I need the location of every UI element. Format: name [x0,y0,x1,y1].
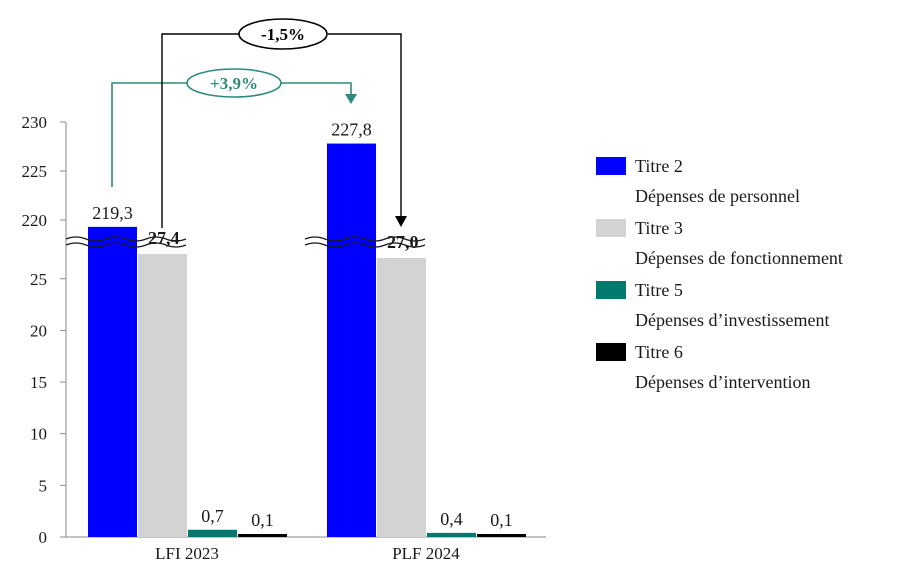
y-tick-label: 225 [22,162,48,181]
legend-swatch [596,157,626,175]
data-label: 0,1 [490,510,513,530]
legend-swatch [596,343,626,361]
x-category-label: PLF 2024 [392,544,460,563]
legend-name: Titre 2 [635,156,683,176]
data-label: 227,8 [331,120,372,140]
data-label: 27,0 [387,232,419,252]
axis-break-mark [304,236,426,242]
legend-description: Dépenses d’investissement [635,310,829,330]
change-badge-text: +3,9% [210,74,258,93]
arrowhead [395,216,407,227]
legend-description: Dépenses de personnel [635,186,800,206]
legend-swatch [596,219,626,237]
bar-titre-5 [188,529,237,537]
axis-break-mark [65,242,187,248]
change-arrow-line [281,82,352,96]
data-label: 0,4 [440,509,463,529]
data-label: 0,7 [201,506,224,526]
change-badge [238,18,328,50]
legend-name: Titre 5 [635,280,683,300]
y-tick-label: 0 [39,528,48,547]
y-tick-label: 220 [22,211,48,230]
legend-name: Titre 3 [635,218,683,238]
legend-name: Titre 6 [635,342,683,362]
legend-description: Dépenses d’intervention [635,372,810,392]
change-arrow-line [328,33,402,218]
axis-break-mark [304,242,426,248]
y-tick-label: 25 [30,270,47,289]
data-label: 219,3 [92,203,133,223]
y-tick-label: 5 [39,476,48,495]
legend-swatch [596,281,626,299]
data-label: 0,1 [251,510,274,530]
x-category-label: LFI 2023 [155,544,219,563]
bar-titre-2 [88,226,137,538]
legend-description: Dépenses de fonctionnement [635,248,843,268]
change-arrow-line [161,33,239,228]
y-tick-label: 20 [30,321,47,340]
bar-titre-3 [377,258,426,537]
bar-titre-3 [138,253,187,537]
y-tick-label: 230 [22,113,48,132]
bar-titre-2 [327,143,376,537]
axis-break-mark [65,236,187,242]
change-badge [186,68,282,98]
change-badge-text: -1,5% [261,25,305,44]
bar-titre-6 [477,534,526,537]
bar-titre-5 [427,532,476,537]
y-tick-label: 15 [30,373,47,392]
arrowhead [345,94,357,104]
change-arrow-line [111,82,187,187]
bar-titre-6 [238,534,287,537]
y-tick-label: 10 [30,425,47,444]
